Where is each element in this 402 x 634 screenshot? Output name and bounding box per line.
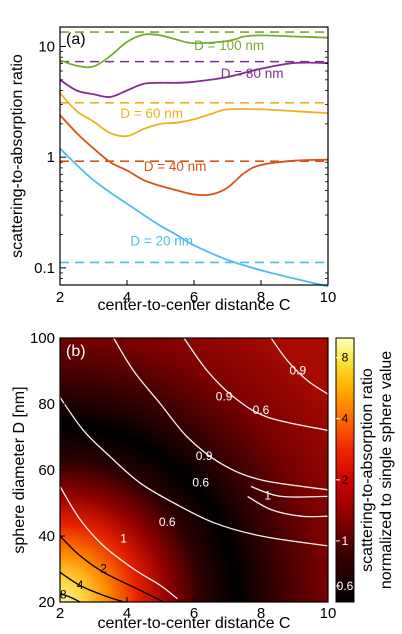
b-xtick-label-4: 10 [320, 605, 337, 622]
a-xtick-label-1: 4 [123, 289, 131, 306]
b-xtick-label-3: 8 [257, 605, 265, 622]
panel-b-y-label: sphere diameter D [nm] [11, 386, 28, 553]
a-ytick-label-0: 0.1 [34, 260, 55, 277]
series-line-4 [59, 147, 329, 288]
cb-tick-label-1: 1 [342, 534, 349, 548]
contour-label-2: 0.9 [196, 449, 213, 463]
series-line-1 [59, 61, 329, 99]
series-line-3 [59, 114, 329, 197]
a-ytick-label-1: 1 [47, 149, 55, 166]
series-label-0: D = 100 nm [194, 38, 264, 53]
a-xtick-label-4: 10 [320, 289, 337, 306]
heatmap-field [60, 338, 328, 602]
contour-line-2 [113, 338, 328, 491]
contour-line-1 [60, 397, 328, 547]
colorbar [335, 337, 355, 603]
b-xtick-label-0: 2 [56, 605, 64, 622]
contour-line-0 [60, 486, 178, 600]
b-ytick-label-2: 60 [38, 462, 55, 479]
panel-b-tag: (b) [66, 343, 86, 360]
contour-label-8: 2 [100, 561, 107, 575]
a-xtick-label-3: 8 [257, 289, 265, 306]
a-xtick-label-2: 6 [190, 289, 198, 306]
contour-line-6 [250, 485, 328, 498]
series-line-0 [59, 33, 329, 69]
panel-a-y-ticks: 0.1 1 10 [34, 38, 328, 286]
contour-label-7: 1 [120, 532, 127, 546]
series-label-2: D = 60 nm [120, 106, 183, 121]
contour-line-9 [60, 593, 81, 602]
contour-label-1: 0.9 [216, 390, 233, 404]
contour-label-3: 0.6 [253, 403, 270, 417]
b-ytick-label-1: 40 [38, 528, 55, 545]
contour-line-8 [60, 571, 124, 602]
panel-b-y-ticks: 20 40 60 80 100 [30, 330, 65, 611]
cb-tick-label-2: 2 [342, 473, 349, 487]
panel-b-x-label: center-to-center distance C [98, 615, 291, 632]
colorbar-label-line2: normalized to single sphere value [378, 351, 395, 589]
heatmap-image [60, 338, 328, 602]
panel-a-series [59, 33, 329, 288]
colorbar-label-line1: scattering-to-absorption ratio [359, 368, 376, 572]
contour-label-5: 0.6 [159, 515, 176, 529]
panel-a-x-label: center-to-center distance C [98, 297, 291, 314]
series-label-3: D = 40 nm [144, 159, 207, 174]
panel-a-x-ticks: 2 4 6 8 10 [56, 280, 337, 306]
cb-tick-label-3: 4 [342, 412, 349, 426]
panel-b-x-ticks: 2 4 6 8 10 [56, 597, 337, 622]
contour-line-4 [270, 338, 328, 395]
contour-lines [60, 338, 328, 602]
b-ytick-label-0: 20 [38, 594, 55, 611]
contour-label-4: 0.6 [192, 476, 209, 490]
contour-label-0: 0.9 [290, 363, 307, 377]
contour-label-9: 4 [77, 578, 84, 592]
contour-label-10: 8 [60, 588, 67, 602]
b-xtick-label-1: 4 [123, 605, 131, 622]
panel-a-reference-lines [60, 31, 328, 264]
panel-a: (a) D = 100 nm D = 80 nm D = 60 nm D = 40 n… [9, 26, 337, 314]
contour-line-3 [183, 338, 328, 432]
colorbar-ticks: 0.6 1 2 4 8 [336, 351, 354, 593]
panel-a-series-labels: D = 100 nm D = 80 nm D = 60 nm D = 40 nm D =… [120, 38, 283, 248]
b-ytick-label-4: 100 [30, 330, 55, 347]
panel-a-y-label: scattering-to-absorption ratio [9, 54, 26, 258]
series-line-2 [59, 92, 329, 138]
cb-tick-label-4: 8 [342, 351, 349, 365]
contour-labels: 0.9 0.9 0.9 0.6 0.6 0.6 1 1 2 48 [60, 363, 307, 601]
a-xtick-label-0: 2 [56, 289, 64, 306]
a-ytick-label-2: 10 [38, 38, 55, 55]
contour-line-7 [60, 535, 165, 602]
contour-label-6: 1 [264, 489, 271, 503]
series-label-4: D = 20 nm [130, 233, 193, 248]
contour-line-5 [247, 495, 328, 518]
cb-tick-label-0: 0.6 [337, 579, 354, 593]
series-label-1: D = 80 nm [221, 66, 284, 81]
panel-a-tag: (a) [66, 31, 86, 48]
b-ytick-label-3: 80 [38, 396, 55, 413]
b-xtick-label-2: 6 [190, 605, 198, 622]
